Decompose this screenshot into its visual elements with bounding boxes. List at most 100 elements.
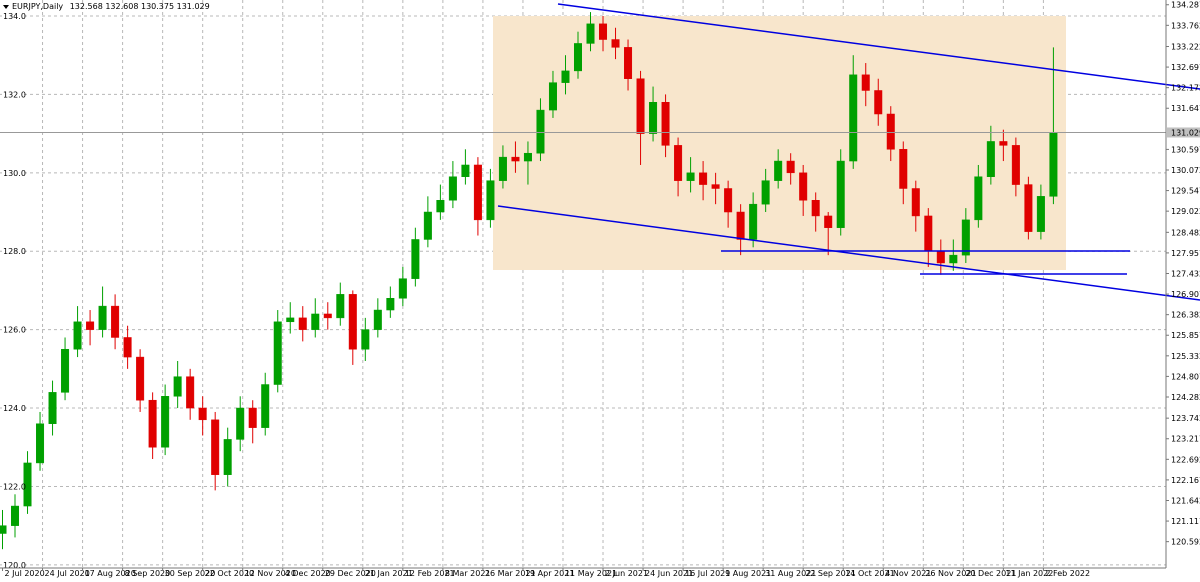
candle-body [86,321,95,330]
candle-body [699,172,708,185]
y2-tick-label: 132.697 [1171,63,1200,72]
lower-trend-line [497,205,1200,301]
y-tick-label: 134.0 [3,12,26,21]
x-tick-label: 19 Apr 2021 [525,569,574,578]
candle-body [849,74,858,162]
candle-body [1024,184,1033,232]
tick-label-bg [2,167,22,178]
candle-body [836,160,845,228]
candle-body [949,254,958,264]
candle-body [498,156,507,181]
candle-body [448,176,457,201]
candle-body [311,313,320,330]
y2-tick-label: 121.642 [1171,496,1200,505]
y2-tick-label: 125.332 [1171,352,1200,361]
candle-body [1049,132,1058,197]
x-tick-label: 2 Feb 2022 [1045,569,1090,578]
candle-body [48,392,57,424]
y2-tick-label: 134.287 [1171,1,1200,10]
candle-body [674,145,683,181]
x-tick-label: 24 Jul 2020 [45,569,90,578]
candle-body [786,160,795,174]
candle-body [636,78,645,134]
candle-body [423,211,432,240]
candle-body [473,164,482,221]
low: 130.375 [141,2,174,11]
y2-tick-label: 130.597 [1171,145,1200,154]
candle-body [336,294,345,319]
tick-label-bg [2,89,22,100]
candle-body [411,239,420,279]
candle-body [536,109,545,154]
x-tick-label: 11 May 2021 [565,569,617,578]
candle-body [398,278,407,299]
y2-tick-label: 123.217 [1171,435,1200,444]
candle-body [774,160,783,181]
chart-header: EURJPY,Daily 132.568 132.608 130.375 131… [12,2,210,11]
candle-body [561,70,570,83]
y2-tick-label: 132.172 [1171,84,1200,93]
x-tick-label: 17 Aug 2020 [85,569,136,578]
candle-body [986,141,995,177]
x-tick-label: 4 Nov 2021 [885,569,931,578]
candle-body [911,188,920,217]
candle-body [761,180,770,205]
candle-body [261,384,270,428]
candle-body [61,348,70,393]
candle-body [924,215,933,252]
candle-body [649,101,658,134]
x-tick-label: 21 Jan 2021 [365,569,413,578]
candle-body [548,82,557,111]
x-tick-label: 22 Sep 2021 [805,569,856,578]
candle-body [323,313,332,319]
candle-body [573,43,582,72]
upper-trend-line [557,3,1200,90]
candle-body [599,23,608,40]
candle-body [373,309,382,330]
y-tick-label: 126.0 [3,326,26,335]
candle-body [36,423,45,464]
y2-tick-label: 131.647 [1171,104,1200,113]
candle-body [173,376,182,397]
candle-body [136,356,145,401]
candle-body [211,419,220,475]
candle-body [624,47,633,79]
candle-body [273,321,282,385]
tick-label-bg [2,10,22,21]
candle-body [11,505,20,526]
y2-tick-label: 126.382 [1171,311,1200,320]
tick-label-bg [2,403,22,414]
y2-tick-label: 133.762 [1171,21,1200,30]
y2-tick-label: 133.222 [1171,42,1200,51]
candle-body [1036,196,1045,232]
candle-body [348,294,357,350]
candle-body [686,172,695,181]
y-tick-label: 120.0 [3,561,26,570]
y-tick-label: 130.0 [3,169,26,178]
candle-body [586,23,595,44]
menu-arrow[interactable] [3,5,9,9]
candles [0,12,1058,550]
candle-body [361,329,370,350]
y-tick-label: 124.0 [3,404,26,413]
x-tick-label: 12 Feb 2021 [405,569,455,578]
candle-body [736,211,745,240]
x-tick-label: 22 Oct 2020 [205,569,254,578]
open: 132.568 [70,2,103,11]
y2-tick-label: 120.592 [1171,538,1200,547]
close: 131.029 [177,2,210,11]
candle-body [861,74,870,91]
y2-tick-label: 128.482 [1171,228,1200,237]
tick-label-bg [2,246,22,257]
x-tick-label: 24 Jun 2021 [645,569,693,578]
candle-body [73,321,82,350]
candle-body [724,188,733,213]
candle-body [111,305,120,338]
candle-body [148,399,157,448]
y2-tick-label: 124.807 [1171,372,1200,381]
candle-body [236,407,245,440]
high: 132.608 [105,2,138,11]
candle-body [123,337,132,358]
x-tick-label: 2 Jul 2020 [5,569,45,578]
